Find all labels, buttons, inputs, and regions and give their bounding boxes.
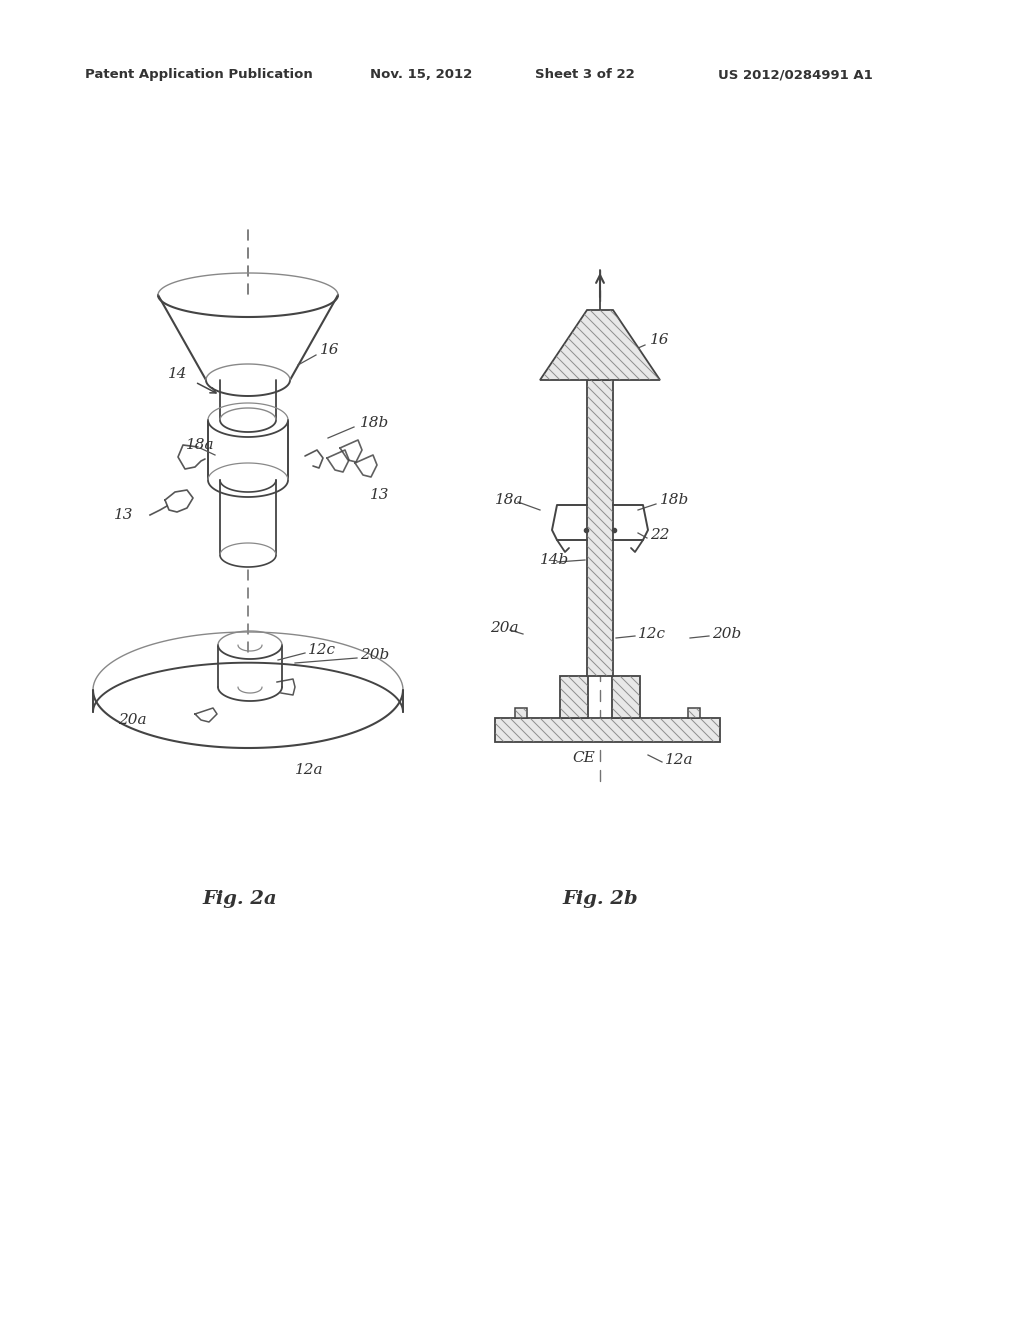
Text: 20a: 20a bbox=[118, 713, 146, 727]
Text: 13: 13 bbox=[114, 508, 133, 521]
Text: 12a: 12a bbox=[665, 752, 693, 767]
Text: 20a: 20a bbox=[490, 620, 518, 635]
Text: 20b: 20b bbox=[712, 627, 741, 642]
Polygon shape bbox=[515, 708, 527, 718]
Text: US 2012/0284991 A1: US 2012/0284991 A1 bbox=[718, 69, 872, 81]
Text: 13: 13 bbox=[370, 488, 389, 502]
Text: 12c: 12c bbox=[638, 627, 666, 642]
Text: Fig. 2b: Fig. 2b bbox=[562, 890, 638, 908]
Text: 14b: 14b bbox=[540, 553, 569, 568]
Text: 22: 22 bbox=[650, 528, 670, 543]
Text: 16: 16 bbox=[319, 343, 340, 356]
Text: 18a: 18a bbox=[186, 438, 215, 451]
Text: 18a: 18a bbox=[495, 492, 523, 507]
Polygon shape bbox=[612, 676, 640, 718]
Text: 18b: 18b bbox=[360, 416, 389, 430]
Text: 14: 14 bbox=[168, 367, 187, 381]
Text: Fig. 2a: Fig. 2a bbox=[203, 890, 278, 908]
Text: Patent Application Publication: Patent Application Publication bbox=[85, 69, 312, 81]
Text: 18b: 18b bbox=[660, 492, 689, 507]
Text: Nov. 15, 2012: Nov. 15, 2012 bbox=[370, 69, 472, 81]
Text: 16: 16 bbox=[650, 333, 670, 347]
Polygon shape bbox=[540, 310, 660, 380]
Text: CE: CE bbox=[572, 751, 595, 766]
Polygon shape bbox=[587, 380, 613, 676]
Text: Sheet 3 of 22: Sheet 3 of 22 bbox=[535, 69, 635, 81]
Polygon shape bbox=[560, 676, 588, 718]
Text: 12a: 12a bbox=[295, 763, 324, 777]
Polygon shape bbox=[495, 718, 720, 742]
Polygon shape bbox=[688, 708, 700, 718]
Text: 12c: 12c bbox=[308, 643, 336, 657]
Text: 20b: 20b bbox=[360, 648, 389, 663]
